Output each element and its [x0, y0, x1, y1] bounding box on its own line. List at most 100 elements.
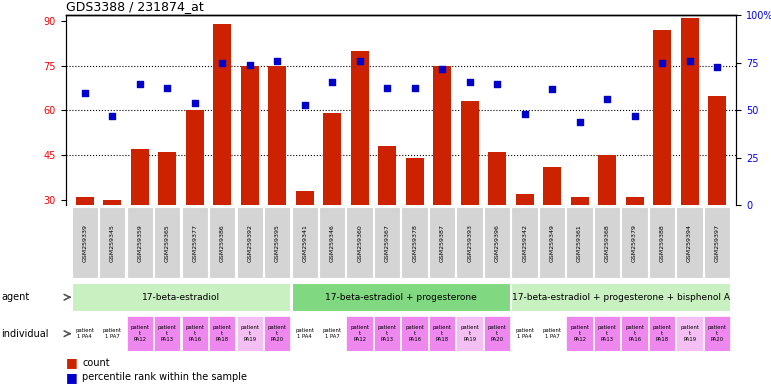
Bar: [406, 158, 423, 205]
Text: GSM259365: GSM259365: [165, 224, 170, 262]
Point: [326, 79, 338, 85]
Bar: [374, 207, 400, 278]
Bar: [402, 316, 428, 351]
Bar: [346, 316, 373, 351]
Bar: [571, 197, 588, 205]
Text: GSM259395: GSM259395: [274, 224, 280, 262]
Text: GSM259377: GSM259377: [192, 224, 197, 262]
Bar: [544, 167, 561, 205]
Point: [216, 60, 228, 66]
Text: GSM259359: GSM259359: [137, 224, 143, 262]
Text: GSM259388: GSM259388: [659, 224, 665, 262]
Bar: [511, 207, 538, 278]
Bar: [488, 152, 506, 205]
Point: [106, 113, 119, 119]
Point: [711, 64, 723, 70]
Bar: [511, 283, 730, 311]
Text: 17-beta-estradiol: 17-beta-estradiol: [142, 293, 220, 302]
Point: [656, 60, 668, 66]
Text: GSM259346: GSM259346: [330, 224, 335, 262]
Bar: [598, 155, 616, 205]
Text: GSM259339: GSM259339: [82, 224, 87, 262]
Bar: [186, 111, 204, 205]
Text: patient
t
PA12: patient t PA12: [570, 325, 589, 342]
Text: patient
1 PA4: patient 1 PA4: [515, 328, 534, 339]
Text: GSM259367: GSM259367: [385, 224, 389, 262]
Text: GSM259361: GSM259361: [577, 224, 582, 262]
Point: [189, 100, 201, 106]
Text: patient
t
PA20: patient t PA20: [487, 325, 507, 342]
Point: [518, 111, 530, 117]
Text: GSM259396: GSM259396: [495, 224, 500, 262]
Bar: [72, 207, 98, 278]
Bar: [241, 66, 258, 205]
Bar: [154, 316, 180, 351]
Bar: [429, 316, 456, 351]
Bar: [594, 207, 621, 278]
Bar: [681, 18, 699, 205]
Text: ■: ■: [66, 356, 77, 369]
Bar: [539, 316, 565, 351]
Text: GSM259368: GSM259368: [604, 224, 610, 262]
Bar: [72, 316, 98, 351]
Bar: [516, 194, 534, 205]
Bar: [291, 207, 318, 278]
Text: GSM259342: GSM259342: [522, 224, 527, 262]
Bar: [402, 207, 428, 278]
Text: count: count: [82, 358, 110, 368]
Text: ■: ■: [66, 371, 77, 384]
Bar: [567, 207, 593, 278]
Bar: [433, 66, 451, 205]
Text: patient
t
PA19: patient t PA19: [680, 325, 699, 342]
Bar: [291, 316, 318, 351]
Point: [133, 81, 146, 87]
Point: [354, 58, 366, 64]
Bar: [131, 149, 149, 205]
Text: GSM259397: GSM259397: [715, 224, 719, 262]
Bar: [456, 207, 483, 278]
Bar: [539, 207, 565, 278]
Bar: [351, 51, 369, 205]
Bar: [708, 96, 726, 205]
Text: GSM259349: GSM259349: [550, 224, 554, 262]
Bar: [346, 207, 373, 278]
Text: patient
t
PA18: patient t PA18: [652, 325, 672, 342]
Text: patient
t
PA20: patient t PA20: [708, 325, 726, 342]
Bar: [154, 207, 180, 278]
Bar: [181, 207, 208, 278]
Bar: [264, 316, 291, 351]
Text: patient
t
PA16: patient t PA16: [185, 325, 204, 342]
Point: [79, 90, 91, 96]
Bar: [704, 316, 730, 351]
Point: [381, 84, 393, 91]
Point: [298, 102, 311, 108]
Bar: [319, 207, 345, 278]
Text: patient
1 PA4: patient 1 PA4: [295, 328, 315, 339]
Text: GSM259393: GSM259393: [467, 224, 472, 262]
Bar: [323, 113, 341, 205]
Text: patient
t
PA19: patient t PA19: [241, 325, 259, 342]
Text: patient
t
PA13: patient t PA13: [378, 325, 396, 342]
Point: [683, 58, 695, 64]
Point: [491, 81, 503, 87]
Bar: [209, 316, 235, 351]
Text: patient
t
PA12: patient t PA12: [130, 325, 150, 342]
Text: patient
t
PA12: patient t PA12: [350, 325, 369, 342]
Bar: [99, 316, 126, 351]
Bar: [484, 207, 510, 278]
Bar: [704, 207, 730, 278]
Bar: [429, 207, 456, 278]
Bar: [676, 207, 703, 278]
Text: patient
t
PA13: patient t PA13: [598, 325, 617, 342]
Bar: [99, 207, 126, 278]
Bar: [76, 197, 94, 205]
Bar: [649, 316, 675, 351]
Bar: [621, 316, 648, 351]
Text: patient
t
PA20: patient t PA20: [268, 325, 287, 342]
Text: GSM259386: GSM259386: [220, 224, 224, 262]
Text: percentile rank within the sample: percentile rank within the sample: [82, 372, 247, 382]
Point: [601, 96, 613, 102]
Bar: [461, 101, 479, 205]
Text: GSM259378: GSM259378: [412, 224, 417, 262]
Bar: [126, 316, 153, 351]
